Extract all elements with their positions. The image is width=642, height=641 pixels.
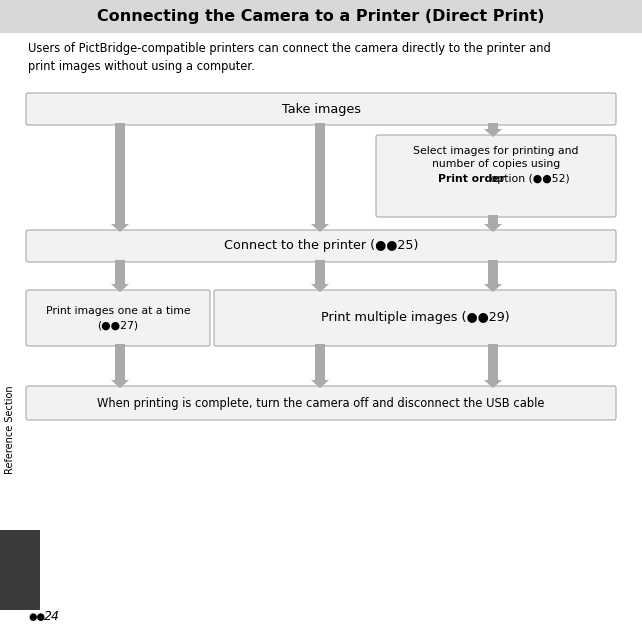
Polygon shape (484, 224, 502, 232)
Bar (0, 0, 642, 33)
Polygon shape (311, 284, 329, 292)
Text: Connect to the printer (●●25): Connect to the printer (●●25) (224, 240, 418, 253)
Text: Print multiple images (●●29): Print multiple images (●●29) (321, 312, 509, 324)
Polygon shape (311, 380, 329, 388)
Polygon shape (115, 344, 125, 380)
Text: When printing is complete, turn the camera off and disconnect the USB cable: When printing is complete, turn the came… (97, 397, 545, 410)
Text: Print images one at a time: Print images one at a time (46, 306, 190, 316)
FancyBboxPatch shape (214, 290, 616, 346)
Polygon shape (111, 284, 129, 292)
Polygon shape (315, 123, 325, 224)
Polygon shape (315, 344, 325, 380)
Polygon shape (488, 215, 498, 224)
Polygon shape (484, 284, 502, 292)
Polygon shape (484, 129, 502, 137)
Polygon shape (111, 224, 129, 232)
Polygon shape (488, 260, 498, 284)
Polygon shape (111, 380, 129, 388)
Text: Users of PictBridge-compatible printers can connect the camera directly to the p: Users of PictBridge-compatible printers … (28, 42, 551, 73)
Text: number of copies using: number of copies using (432, 159, 560, 169)
FancyBboxPatch shape (376, 135, 616, 217)
Text: Print order: Print order (438, 174, 505, 184)
Text: 24: 24 (44, 610, 60, 624)
Text: option (●●52): option (●●52) (487, 174, 569, 184)
Text: (●●27): (●●27) (98, 320, 139, 330)
FancyBboxPatch shape (26, 290, 210, 346)
FancyBboxPatch shape (26, 386, 616, 420)
Polygon shape (115, 123, 125, 224)
Text: Reference Section: Reference Section (5, 386, 15, 474)
FancyBboxPatch shape (26, 93, 616, 125)
Text: ●●: ●● (28, 612, 45, 622)
Polygon shape (488, 344, 498, 380)
Polygon shape (484, 380, 502, 388)
Polygon shape (315, 260, 325, 284)
Text: Select images for printing and: Select images for printing and (413, 146, 578, 156)
Polygon shape (115, 260, 125, 284)
Polygon shape (311, 224, 329, 232)
Bar (0, 530, 40, 610)
Polygon shape (488, 123, 498, 129)
Text: Connecting the Camera to a Printer (Direct Print): Connecting the Camera to a Printer (Dire… (97, 9, 545, 24)
Text: Take images: Take images (281, 103, 361, 115)
FancyBboxPatch shape (26, 230, 616, 262)
